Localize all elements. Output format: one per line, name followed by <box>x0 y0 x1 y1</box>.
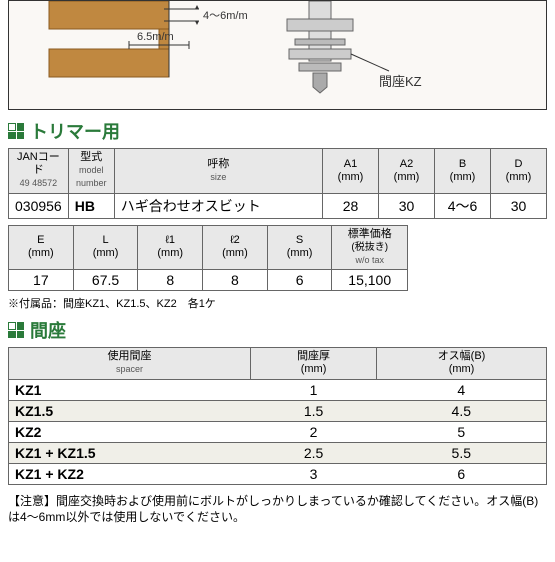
table-row: KZ1.51.54.5 <box>9 400 547 421</box>
diagram-callout: 間座KZ <box>379 71 422 90</box>
dim-label-2: 6.5m/m <box>137 31 174 43</box>
spec-table-2: E(mm) L(mm) ℓ1(mm) ℓ2(mm) S(mm) 標準価格(税抜き… <box>8 225 408 292</box>
table-row: KZ114 <box>9 379 547 400</box>
table-row: KZ1 + KZ236 <box>9 463 547 484</box>
table-row: KZ225 <box>9 421 547 442</box>
table-row: 17 67.5 8 8 6 15,100 <box>9 270 408 291</box>
spacer-table: 使用間座spacer 間座厚(mm) オス幅(B)(mm) KZ114KZ1.5… <box>8 347 547 484</box>
accessories-note: ※付属品：間座KZ1、KZ1.5、KZ2 各1ケ <box>8 295 547 311</box>
section-icon <box>8 322 24 338</box>
diagram-figure: 4～6m/m 6.5m/m 間座KZ <box>8 0 547 110</box>
dim-label-1: 4～6m/m <box>203 7 248 23</box>
section-spacer: 間座 <box>8 317 555 343</box>
table-row: KZ1 + KZ1.52.55.5 <box>9 442 547 463</box>
section-icon <box>8 123 24 139</box>
table-row: 030956 HB ハギ合わせオスビット 28 30 4～6 30 <box>9 193 547 218</box>
section-title-1: トリマー用 <box>30 118 120 144</box>
section-trimmer: トリマー用 <box>8 118 555 144</box>
section-title-2: 間座 <box>30 317 66 343</box>
spec-table-1: JANコード49 48572 型式model number 呼称size A1(… <box>8 148 547 219</box>
caution-text: 【注意】間座交換時および使用前にボルトがしっかりしまっているか確認してください。… <box>8 493 547 527</box>
